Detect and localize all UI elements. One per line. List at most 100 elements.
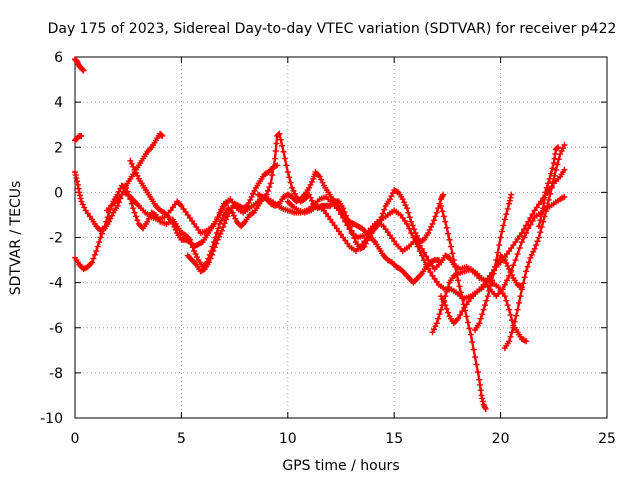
data-point <box>482 405 489 412</box>
data-point <box>474 369 481 376</box>
data-point <box>333 225 340 232</box>
series-arc-13 <box>472 191 515 334</box>
data-point <box>217 230 224 237</box>
series-arc-8 <box>255 169 442 286</box>
series-arc-7 <box>184 162 281 275</box>
data-point <box>521 274 528 281</box>
data-point <box>510 262 517 269</box>
data-point <box>429 329 436 336</box>
data-point <box>497 234 504 241</box>
data-point <box>527 221 534 228</box>
data-point <box>131 209 138 216</box>
data-point <box>484 278 491 285</box>
data-point <box>436 311 443 318</box>
data-point <box>514 251 521 258</box>
data-point <box>381 206 388 213</box>
data-point <box>479 311 486 318</box>
data-point <box>510 242 517 249</box>
data-point <box>178 202 185 209</box>
data-point <box>327 216 334 223</box>
data-point <box>430 217 437 224</box>
data-point <box>212 218 219 225</box>
x-axis-label: GPS time / hours <box>282 458 399 474</box>
data-point <box>537 217 544 224</box>
data-point <box>442 302 449 309</box>
data-point <box>545 196 552 203</box>
data-point <box>512 257 519 264</box>
data-point <box>499 286 506 293</box>
data-point <box>408 218 415 225</box>
data-point <box>435 315 442 322</box>
data-point <box>287 179 294 186</box>
data-point <box>443 288 450 295</box>
data-point <box>518 239 525 246</box>
data-point <box>409 222 416 229</box>
data-point <box>411 226 418 233</box>
data-point <box>477 315 484 322</box>
data-point <box>283 162 290 169</box>
data-point <box>245 199 252 206</box>
data-point <box>477 387 484 394</box>
data-point <box>535 201 542 208</box>
data-point <box>561 166 568 173</box>
data-point <box>76 189 83 196</box>
data-point <box>319 179 326 186</box>
data-point <box>316 173 323 180</box>
series-arc-14 <box>501 141 568 352</box>
data-point <box>560 145 567 152</box>
y-tick-label: -10 <box>40 411 63 427</box>
data-point <box>435 257 442 264</box>
data-point <box>463 313 470 320</box>
data-point <box>386 232 393 239</box>
data-point <box>521 234 528 241</box>
data-point <box>171 223 178 230</box>
data-point <box>473 361 480 368</box>
data-point <box>172 226 179 233</box>
data-point <box>106 218 113 225</box>
data-point <box>555 156 562 163</box>
data-point <box>483 297 490 304</box>
data-point <box>401 217 408 224</box>
y-axis-label: SDTVAR / TECUs <box>8 181 24 296</box>
data-point <box>512 239 519 246</box>
data-point <box>144 218 151 225</box>
data-point <box>507 194 514 201</box>
data-point <box>432 323 439 330</box>
data-point <box>538 211 545 218</box>
data-point <box>533 242 540 249</box>
data-point <box>550 178 557 185</box>
data-point <box>342 237 349 244</box>
data-point <box>528 251 535 258</box>
data-point <box>499 228 506 235</box>
data-point <box>211 244 218 251</box>
data-point <box>510 324 517 331</box>
data-point <box>344 240 351 247</box>
data-point <box>192 251 199 258</box>
data-point <box>130 163 137 170</box>
data-point <box>440 213 447 220</box>
data-point <box>219 214 226 221</box>
data-point <box>219 203 226 210</box>
data-point <box>130 205 137 212</box>
data-point <box>272 155 279 162</box>
y-tick-label: 4 <box>54 95 63 111</box>
data-point <box>551 155 558 162</box>
data-point <box>549 165 556 172</box>
data-point <box>338 231 344 238</box>
data-point <box>508 329 515 336</box>
data-point <box>344 222 351 229</box>
data-point <box>318 176 325 183</box>
data-point <box>365 232 372 239</box>
data-point <box>167 207 174 214</box>
data-point <box>525 259 532 266</box>
data-point <box>384 229 391 236</box>
data-point <box>335 228 342 235</box>
data-point <box>425 265 432 272</box>
data-point <box>501 281 508 288</box>
series-trace <box>473 193 513 332</box>
data-point <box>184 211 191 218</box>
data-point <box>542 189 549 196</box>
data-point <box>215 233 222 240</box>
data-point <box>280 148 287 155</box>
data-point <box>307 194 314 201</box>
